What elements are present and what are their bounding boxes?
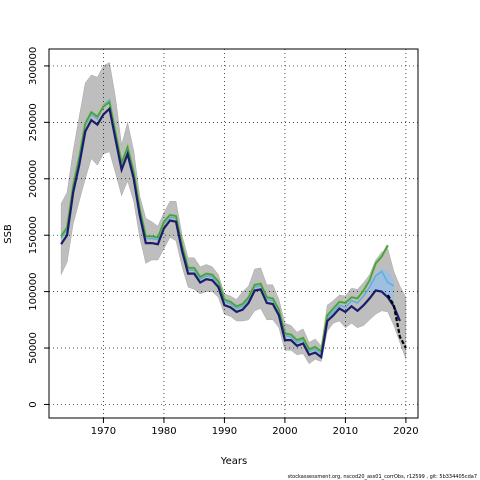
x-tick-label-1970: 1970 (91, 426, 116, 437)
y-tick-label-250000: 250000 (28, 103, 39, 141)
footer-text: stockassessment.org, nscod20_ass01_corrO… (288, 474, 477, 480)
x-axis: 1970 1980 1990 2000 2010 2020 (91, 418, 419, 437)
y-tick-label-100000: 100000 (28, 273, 39, 311)
series-lines (60, 98, 407, 360)
grid (49, 49, 418, 418)
y-axis: 0 50000 100000 150000 200000 250000 300000 (28, 47, 49, 408)
series-line-green (60, 100, 389, 353)
series-line-black-tail (386, 294, 407, 349)
y-axis-label: SSB (3, 224, 14, 244)
x-axis-label: Years (220, 456, 247, 467)
y-tick-label-300000: 300000 (28, 47, 39, 85)
x-tick-label-2010: 2010 (333, 426, 358, 437)
y-tick-label-150000: 150000 (28, 216, 39, 254)
confidence-band-blue (369, 269, 394, 309)
x-tick-label-2020: 2020 (393, 426, 418, 437)
x-tick-label-1990: 1990 (212, 426, 237, 437)
plot-frame (48, 48, 419, 419)
x-tick-label-1980: 1980 (151, 426, 176, 437)
series-line-main (60, 106, 401, 360)
y-tick-label-50000: 50000 (28, 332, 39, 364)
x-tick-label-2000: 2000 (272, 426, 297, 437)
y-tick-label-200000: 200000 (28, 160, 39, 198)
y-tick-label-0: 0 (28, 401, 39, 407)
